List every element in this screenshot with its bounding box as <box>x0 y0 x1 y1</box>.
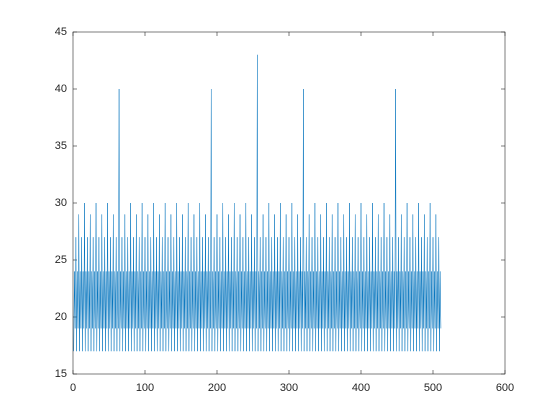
y-tick-label: 30 <box>55 197 67 209</box>
x-tick-label: 200 <box>208 382 226 394</box>
y-tick-label: 15 <box>55 368 67 380</box>
y-tick-label: 25 <box>55 254 67 266</box>
x-tick-label: 500 <box>424 382 442 394</box>
y-tick-label: 20 <box>55 311 67 323</box>
data-line <box>73 54 442 352</box>
y-tick-label: 45 <box>55 26 67 38</box>
x-tick-label: 400 <box>352 382 370 394</box>
y-tick-label: 35 <box>55 140 67 152</box>
x-tick-label: 600 <box>496 382 514 394</box>
y-tick-label: 40 <box>55 83 67 95</box>
x-tick-label: 100 <box>136 382 154 394</box>
x-tick-label: 0 <box>70 382 76 394</box>
axes-box <box>72 31 506 375</box>
x-tick-label: 300 <box>280 382 298 394</box>
